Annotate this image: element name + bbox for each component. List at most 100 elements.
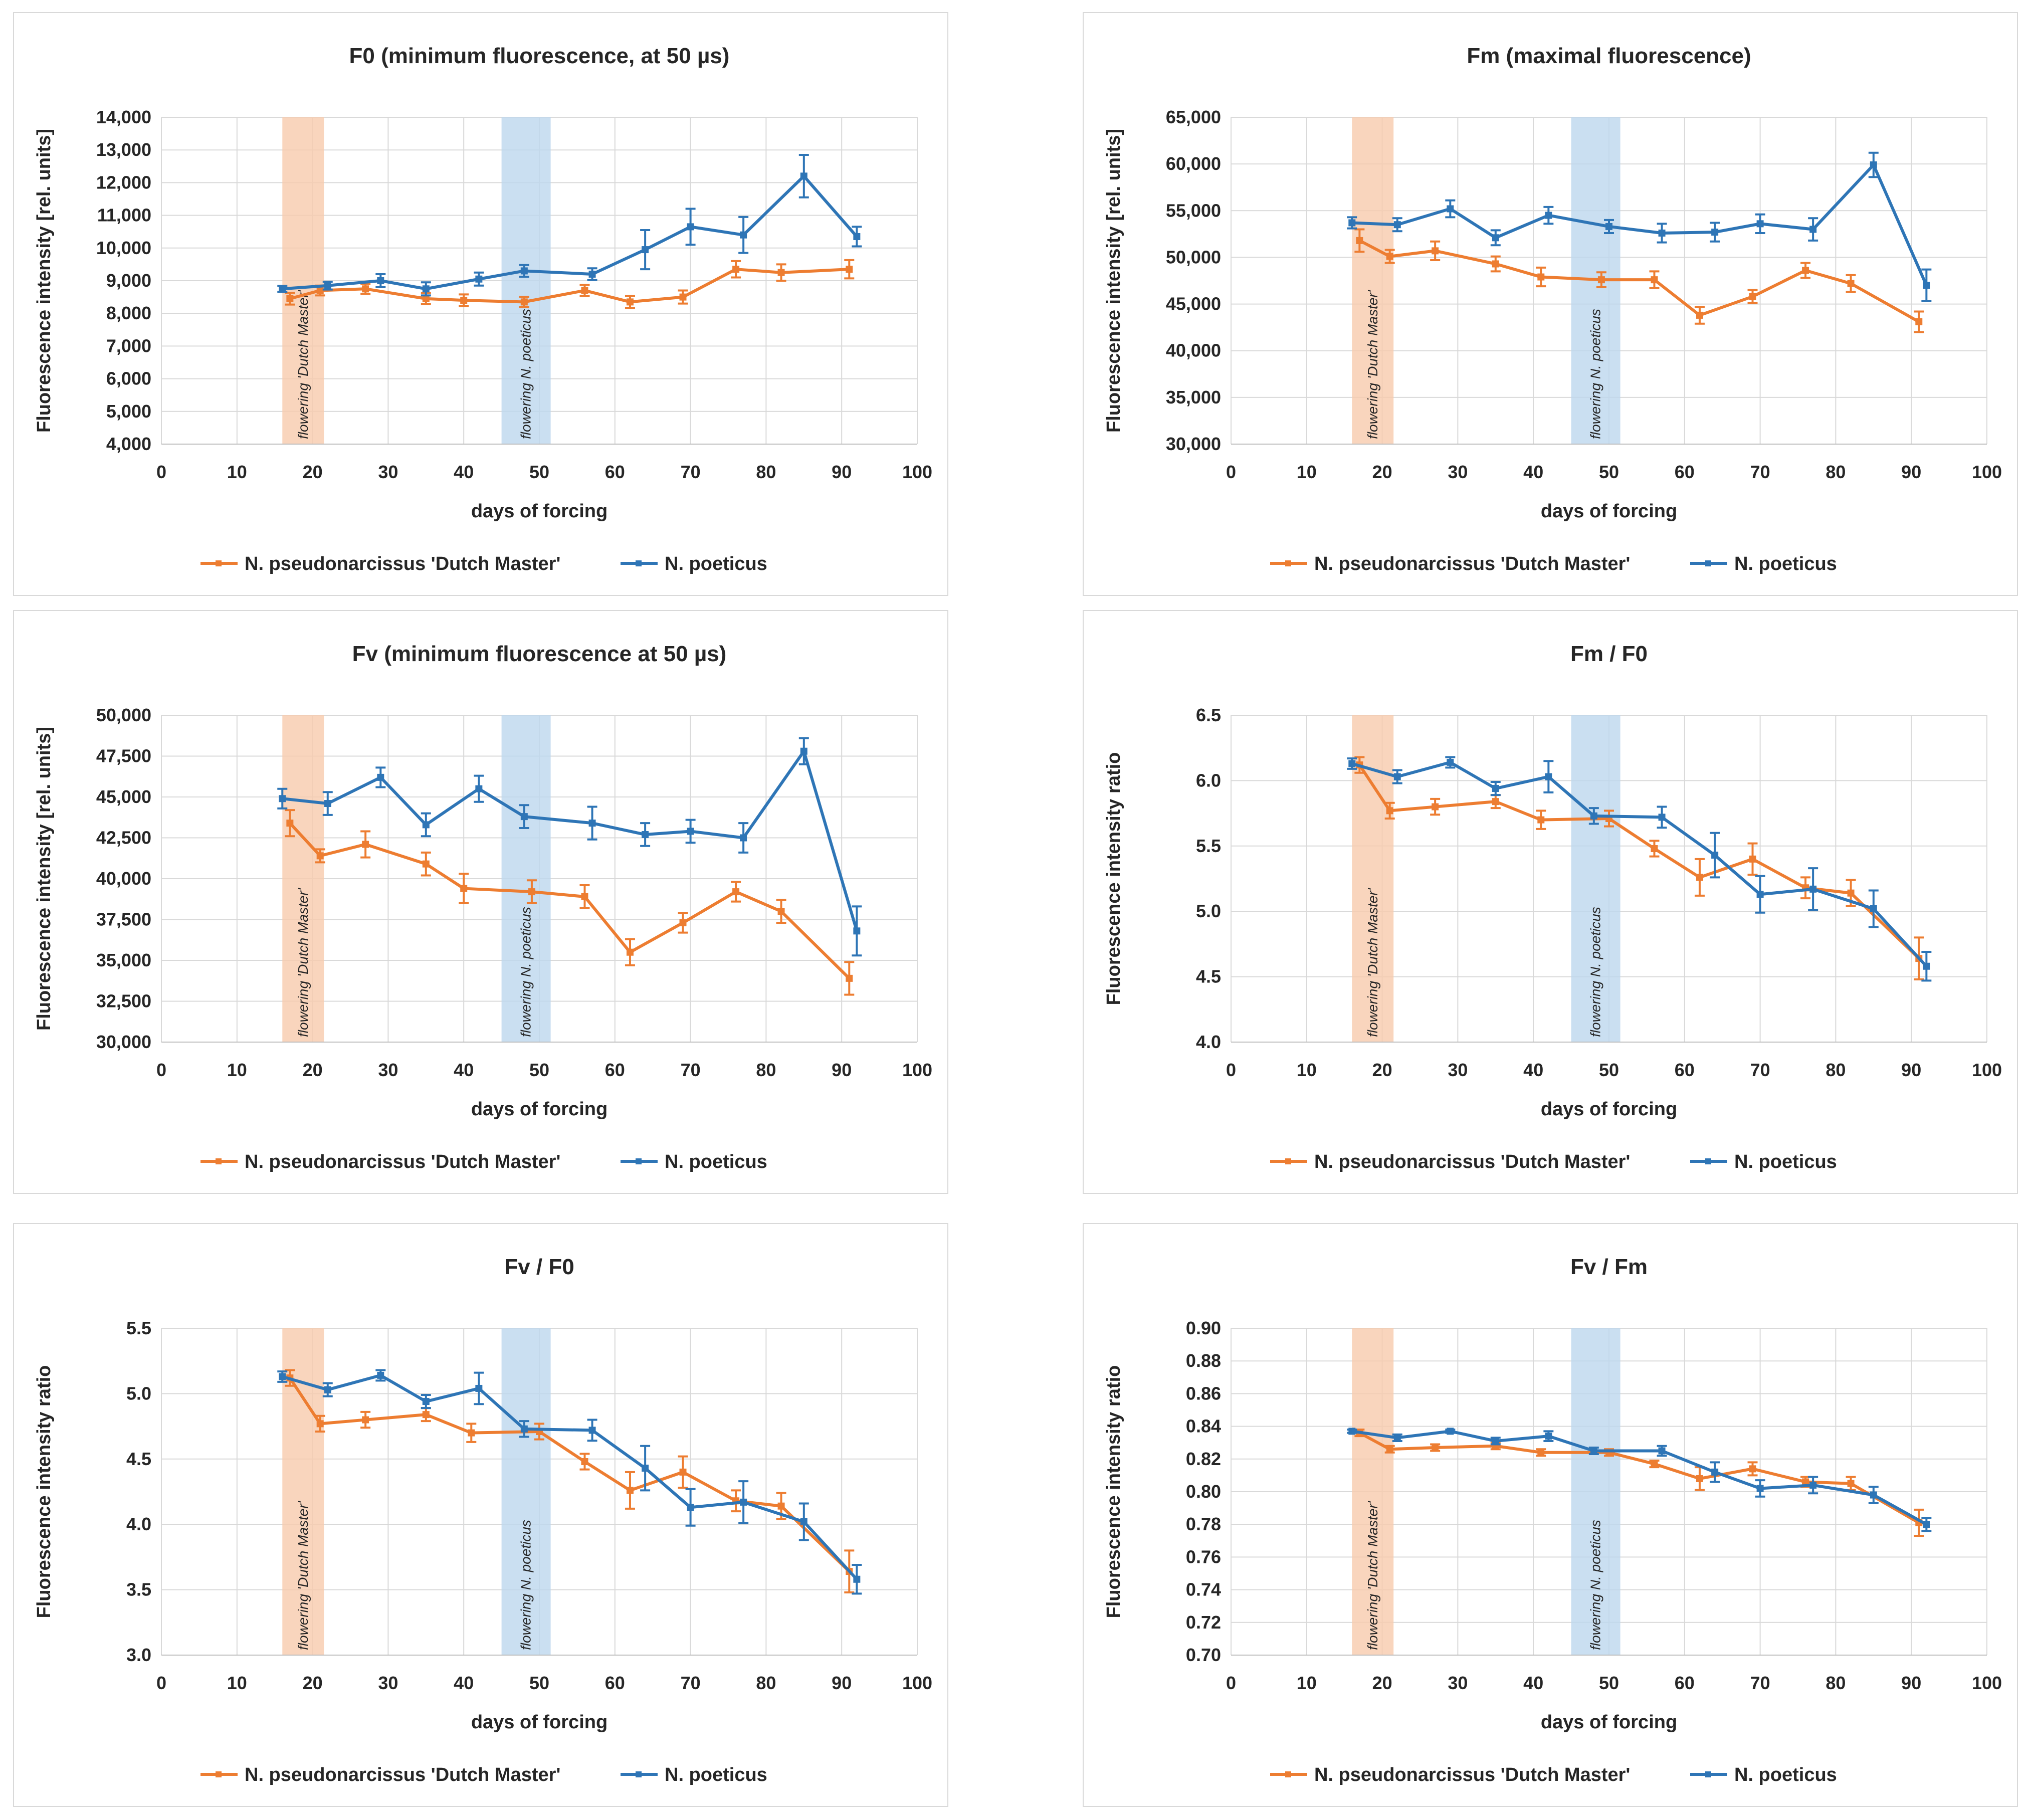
x-axis-label: days of forcing	[471, 501, 607, 522]
y-tick-label: 14,000	[96, 107, 151, 127]
x-tick-label: 0	[156, 1673, 166, 1693]
x-tick-label: 0	[1226, 1060, 1236, 1080]
data-point	[377, 1371, 384, 1379]
data-point	[1447, 758, 1454, 766]
chart-svg-fm: Fm (maximal fluorescence) 30,000 35,000 40,…	[1103, 44, 2002, 574]
data-point	[740, 1498, 747, 1506]
y-tick-label: 0.82	[1186, 1449, 1221, 1469]
y-tick-label: 32,500	[96, 991, 151, 1012]
y-tick-label: 50,000	[1166, 247, 1221, 267]
x-tick-label: 30	[378, 1060, 398, 1080]
data-point	[1492, 234, 1499, 242]
legend-marker	[636, 1158, 642, 1164]
data-point	[279, 795, 286, 802]
data-point	[626, 1487, 634, 1494]
y-tick-label: 5.0	[126, 1383, 151, 1403]
flowering-band	[1571, 715, 1620, 1042]
data-point	[1696, 311, 1703, 319]
y-tick-label: 12,000	[96, 172, 151, 192]
data-point	[460, 885, 468, 892]
data-point	[588, 1427, 596, 1434]
x-tick-label: 20	[303, 1673, 323, 1693]
data-point	[642, 1465, 649, 1472]
chart-panel-fm-f0: Fm / F0 4.0 4.5 5.0 5.5 6.0 6.5 0 10 20 30 40 50 60 70…	[1083, 610, 2018, 1194]
data-point	[520, 298, 528, 306]
data-point	[1923, 282, 1930, 289]
data-point	[1545, 1433, 1552, 1440]
y-tick-label: 0.86	[1186, 1383, 1221, 1403]
chart-title: Fv / F0	[504, 1255, 574, 1279]
y-tick-label: 55,000	[1166, 200, 1221, 221]
data-point	[1802, 1478, 1809, 1486]
data-point	[1537, 273, 1545, 281]
x-tick-label: 60	[1675, 1673, 1695, 1693]
series-line	[1358, 239, 1920, 323]
data-point	[777, 269, 785, 276]
data-point	[1432, 247, 1439, 255]
x-tick-label: 60	[1675, 1060, 1695, 1080]
chart-svg-fm-f0: Fm / F0 4.0 4.5 5.0 5.5 6.0 6.5 0 10 20 30 40 50 60 70…	[1103, 642, 2002, 1172]
data-point	[1447, 1428, 1454, 1435]
chart-title: Fv / Fm	[1570, 1255, 1648, 1279]
data-point	[1711, 229, 1719, 236]
y-tick-label: 6,000	[106, 368, 151, 389]
data-point	[1590, 812, 1597, 820]
data-point	[422, 860, 430, 868]
y-tick-label: 0.88	[1186, 1350, 1221, 1371]
x-tick-label: 60	[605, 1060, 625, 1080]
y-tick-label: 3.0	[126, 1645, 151, 1665]
data-point	[853, 233, 861, 240]
series-line	[289, 822, 851, 979]
data-point	[362, 1416, 369, 1424]
data-point	[1756, 1485, 1764, 1492]
y-tick-label: 0.70	[1186, 1645, 1221, 1665]
flowering-band	[501, 715, 551, 1042]
data-point	[1756, 891, 1764, 898]
data-point	[324, 282, 331, 289]
x-tick-label: 100	[1972, 462, 2002, 482]
x-tick-label: 100	[902, 1673, 932, 1693]
flowering-band-label: flowering N. poeticus	[1588, 907, 1603, 1037]
legend-label: N. poeticus	[1734, 1151, 1837, 1172]
x-tick-label: 100	[1972, 1060, 2002, 1080]
x-tick-label: 70	[681, 1673, 701, 1693]
y-tick-label: 5.0	[1196, 901, 1221, 921]
flowering-band-label: flowering 'Dutch Master'	[1365, 289, 1380, 439]
series-line	[282, 174, 858, 291]
x-tick-label: 90	[832, 1060, 852, 1080]
data-point	[422, 1411, 430, 1419]
data-point	[475, 785, 483, 792]
x-tick-label: 30	[1448, 1060, 1468, 1080]
x-tick-label: 20	[303, 1060, 323, 1080]
data-point	[626, 948, 634, 956]
data-point	[1651, 1460, 1658, 1468]
chart-title: F0 (minimum fluorescence, at 50 µs)	[349, 44, 730, 68]
y-tick-label: 4.0	[126, 1514, 151, 1534]
x-axis-label: days of forcing	[471, 1099, 607, 1120]
y-tick-label: 4,000	[106, 434, 151, 454]
flowering-band	[282, 117, 324, 444]
flowering-band-label: flowering N. poeticus	[1588, 1520, 1603, 1650]
chart-title: Fv (minimum fluorescence at 50 µs)	[352, 642, 727, 666]
chart-panel-fm: Fm (maximal fluorescence) 30,000 35,000 40,…	[1083, 12, 2018, 596]
x-tick-label: 50	[1599, 1673, 1619, 1693]
y-tick-label: 0.84	[1186, 1416, 1221, 1437]
data-point	[732, 888, 740, 896]
data-point	[279, 285, 286, 293]
y-axis-label: Fluorescence intensity ratio	[1103, 752, 1124, 1005]
x-tick-label: 100	[902, 1060, 932, 1080]
x-tick-label: 10	[1297, 1060, 1317, 1080]
series-line	[1358, 764, 1920, 960]
data-point	[422, 821, 430, 829]
data-point	[1537, 1449, 1545, 1456]
x-tick-label: 50	[529, 1060, 549, 1080]
data-point	[800, 1518, 807, 1525]
data-point	[1447, 205, 1454, 213]
y-tick-label: 47,500	[96, 746, 151, 766]
legend-marker	[216, 1771, 222, 1777]
x-tick-label: 80	[756, 462, 776, 482]
data-point	[679, 293, 687, 301]
flowering-band	[1352, 1328, 1394, 1655]
y-tick-label: 7,000	[106, 335, 151, 356]
data-point	[1870, 905, 1877, 912]
